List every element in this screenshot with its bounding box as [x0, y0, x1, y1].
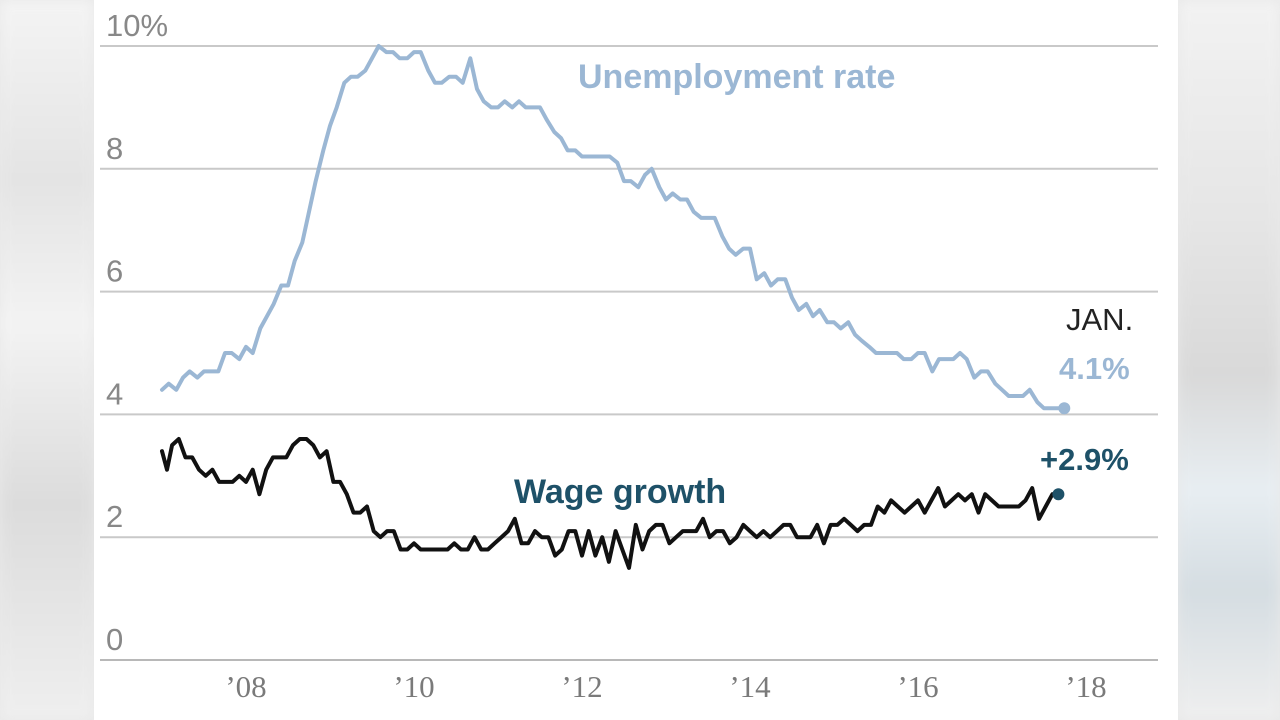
y-tick-label-2: 2	[106, 499, 123, 534]
x-tick-label-2010: ’10	[393, 669, 434, 704]
y-tick-label-6: 6	[106, 254, 123, 289]
unemployment-end-dot	[1058, 402, 1071, 415]
blurred-left-panel	[0, 0, 94, 720]
gridlines	[100, 45, 1158, 661]
unemployment-rate-line	[160, 44, 1061, 411]
line-chart: 10% 8 6 4 2 0 ’08 ’10 ’12 ’14 ’16 ’18 Unemployment…	[100, 8, 1158, 704]
wage-growth-line	[160, 437, 1055, 570]
x-tick-label-2014: ’14	[729, 669, 771, 704]
wage-end-value: +2.9%	[1040, 442, 1129, 477]
x-tick-label-2016: ’16	[897, 669, 938, 704]
unemployment-end-value: 4.1%	[1059, 351, 1130, 386]
end-month-label: JAN.	[1066, 302, 1133, 337]
unemployment-series-label: Unemployment rate	[578, 58, 895, 96]
wage-series-label: Wage growth	[514, 473, 726, 511]
y-tick-label-4: 4	[106, 376, 123, 411]
y-tick-label-10: 10%	[106, 8, 168, 43]
y-axis-ticks: 10% 8 6 4 2 0	[106, 8, 168, 657]
chart-panel: 10% 8 6 4 2 0 ’08 ’10 ’12 ’14 ’16 ’18 Unemployment…	[94, 0, 1178, 720]
series-lines	[160, 44, 1071, 570]
x-tick-label-2018: ’18	[1065, 669, 1106, 704]
y-tick-label-0: 0	[106, 622, 123, 657]
wage-end-dot	[1052, 488, 1065, 501]
blurred-right-panel	[1178, 0, 1280, 720]
x-tick-label-2012: ’12	[561, 669, 602, 704]
x-axis-ticks: ’08 ’10 ’12 ’14 ’16 ’18	[225, 669, 1106, 704]
x-tick-label-2008: ’08	[225, 669, 266, 704]
y-tick-label-8: 8	[106, 131, 123, 166]
